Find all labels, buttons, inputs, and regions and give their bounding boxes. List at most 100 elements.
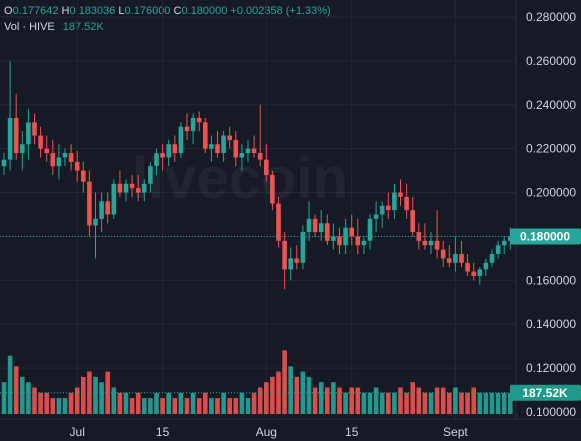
candle-body	[111, 183, 117, 215]
candle-body	[190, 117, 196, 132]
candle	[221, 131, 226, 162]
volume-bar	[148, 398, 153, 414]
y-axis[interactable]: 0.280000 0.260000 0.240000 0.220000 0.200000…	[526, 10, 576, 419]
candle-body	[355, 236, 361, 246]
candle	[87, 170, 92, 237]
candle	[306, 201, 312, 241]
volume-bar	[501, 392, 507, 414]
x-tick-label: 15	[156, 425, 170, 439]
candle-body	[434, 240, 440, 250]
volume-bar	[257, 387, 263, 414]
candle-body	[203, 122, 208, 149]
low-label: L	[118, 5, 125, 17]
candle-body	[196, 117, 202, 123]
candle	[447, 245, 452, 268]
price-tag-text: 0.180000	[520, 229, 570, 243]
candle	[483, 258, 489, 276]
candle-body	[416, 232, 422, 241]
candle-body	[68, 153, 74, 162]
candle	[251, 135, 257, 158]
candle	[300, 225, 306, 270]
x-tick-label: Sept	[443, 425, 468, 439]
candle-body	[221, 135, 226, 154]
candle	[434, 210, 440, 259]
candle-body	[13, 117, 19, 154]
candle-body	[477, 269, 483, 276]
volume-bar	[428, 392, 434, 414]
candle-body	[184, 126, 190, 132]
volume-bar	[111, 387, 117, 414]
candle-body	[154, 153, 159, 167]
candle-body	[349, 227, 354, 237]
y-tick-label: 0.140000	[526, 317, 576, 331]
candle	[32, 113, 37, 145]
volume-bar	[410, 382, 415, 414]
volume-bar	[62, 398, 68, 414]
legend-row-ohlc: O0.177642 H0.183036 L0.176000 C0.180000 …	[4, 3, 331, 19]
candle	[13, 93, 19, 160]
candle-body	[367, 218, 373, 241]
volume-tag-text: 187.52K	[522, 386, 568, 400]
volume-bars	[1, 350, 513, 414]
candle	[349, 214, 354, 246]
volume-bar	[117, 392, 123, 414]
volume-bar	[379, 392, 385, 414]
volume-bar	[294, 376, 300, 414]
volume-bar	[221, 392, 226, 414]
volume-bar	[32, 387, 37, 414]
volume-bar	[142, 398, 147, 414]
candle-body	[62, 153, 68, 158]
candle	[318, 210, 324, 241]
candle-body	[288, 258, 293, 270]
candle	[233, 131, 239, 167]
candle	[160, 144, 165, 171]
candle	[392, 183, 397, 219]
candle-body	[459, 254, 464, 263]
volume-bar	[44, 392, 49, 414]
candle	[196, 111, 202, 132]
open-label: O	[4, 5, 13, 17]
volume-bar	[447, 392, 452, 414]
volume-bar	[465, 392, 470, 414]
volume-bar	[81, 376, 86, 414]
volume-bar	[166, 392, 171, 414]
volume-bar	[312, 387, 318, 414]
candle-body	[44, 148, 49, 154]
y-tick-label: 0.200000	[526, 186, 576, 200]
volume-value: 187.52K	[62, 21, 104, 33]
candle	[453, 236, 458, 272]
candle	[245, 139, 251, 162]
candle-body	[172, 144, 178, 154]
volume-bar	[343, 392, 348, 414]
x-axis[interactable]: Jul 15 Aug 15 Sept	[70, 425, 469, 439]
candle	[93, 192, 98, 259]
volume-bar	[489, 392, 495, 414]
candle-body	[38, 135, 43, 149]
candle	[489, 249, 495, 268]
open-value: 0.177642	[12, 5, 59, 17]
candle	[471, 262, 476, 281]
candle	[459, 240, 464, 268]
high-label: H	[61, 5, 70, 17]
candle-body	[160, 153, 165, 158]
candle-body	[300, 232, 306, 263]
candle-body	[251, 148, 257, 154]
candle-body	[270, 175, 275, 204]
candle-body	[74, 161, 80, 171]
candle	[117, 170, 123, 197]
candle-body	[178, 126, 184, 154]
volume-label: Vol · HIVE	[4, 21, 55, 33]
candle	[38, 126, 43, 158]
candle-body	[209, 144, 214, 149]
candle-body	[465, 262, 470, 272]
volume-bar	[325, 387, 330, 414]
candle	[361, 236, 367, 254]
y-tick-label: 0.220000	[526, 142, 576, 156]
candle	[501, 236, 507, 254]
volume-bar	[7, 355, 13, 414]
candle-body	[166, 144, 171, 158]
volume-bar	[50, 398, 56, 414]
legend-row-volume: Vol · HIVE 187.52K	[4, 19, 331, 35]
y-tick-label: 0.280000	[526, 10, 576, 24]
